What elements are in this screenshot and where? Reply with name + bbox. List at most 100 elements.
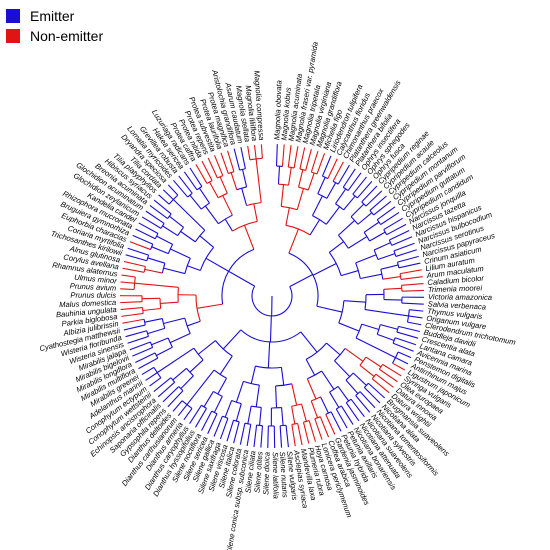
- tree-branch: [127, 247, 149, 256]
- tree-branch: [146, 254, 150, 261]
- tree-branch: [382, 275, 401, 280]
- tree-branch: [167, 337, 173, 348]
- tree-branch: [325, 414, 336, 435]
- tree-branch: [335, 203, 344, 211]
- tip-label: Magnolia kobus: [280, 87, 293, 141]
- tree-branch: [161, 318, 166, 329]
- tree-branch: [401, 282, 424, 286]
- tree-branch: [291, 403, 302, 407]
- tree-branch: [355, 395, 371, 413]
- tree-branch: [269, 315, 272, 342]
- tree-branch: [332, 161, 344, 182]
- tree-branch: [361, 201, 367, 207]
- tree-branch: [145, 372, 158, 381]
- tree-branch: [253, 144, 257, 159]
- tree-branch: [363, 232, 371, 242]
- tree-branch: [138, 222, 159, 234]
- tree-branch: [213, 396, 223, 413]
- tree-branch: [361, 323, 380, 331]
- tree-branch: [230, 172, 238, 190]
- tree-branch: [172, 400, 183, 412]
- tree-branch: [243, 380, 260, 386]
- tree-branch: [393, 250, 397, 257]
- tree-branch: [380, 212, 400, 226]
- tree-branch: [396, 331, 419, 339]
- tree-branch: [214, 155, 224, 176]
- tree-branch: [159, 298, 162, 309]
- tree-branch: [365, 356, 382, 368]
- tree-branch: [187, 265, 201, 271]
- tree-branch: [281, 205, 298, 211]
- tree-branch: [300, 331, 318, 353]
- tree-branch: [161, 263, 166, 274]
- tree-branch: [239, 168, 246, 171]
- tree-branch: [277, 166, 281, 185]
- tree-branch: [183, 408, 193, 421]
- tree-branch: [280, 184, 285, 207]
- tree-branch: [157, 381, 176, 398]
- tree-branch: [307, 370, 323, 380]
- tree-branch: [125, 330, 147, 338]
- tree-branch: [380, 324, 398, 330]
- tree-branch: [335, 188, 347, 205]
- tree-branch: [316, 153, 326, 175]
- tree-branch: [379, 368, 398, 383]
- tree-branch: [386, 223, 407, 236]
- tree-branch: [359, 364, 375, 377]
- tree-branch: [397, 351, 412, 359]
- tree-branch: [287, 145, 292, 168]
- tree-branch: [350, 203, 365, 218]
- tree-branch: [169, 333, 191, 344]
- tree-branch: [167, 184, 179, 196]
- tree-branch: [409, 309, 424, 312]
- tree-branch: [369, 195, 387, 211]
- tree-branch: [122, 267, 145, 273]
- tree-branch: [337, 386, 350, 402]
- tree-branch: [220, 152, 229, 174]
- tree-branch: [120, 307, 143, 311]
- tree-branch: [350, 216, 359, 225]
- tree-branch: [383, 298, 402, 301]
- tree-branch: [275, 144, 278, 167]
- tree-branch: [153, 199, 172, 215]
- legend-item-non-emitter: Non-emitter: [6, 26, 103, 46]
- tree-branch: [383, 217, 403, 231]
- tree-branch: [121, 312, 144, 317]
- tree-branch: [320, 396, 329, 414]
- tree-branch: [120, 301, 143, 304]
- tree-branch: [340, 270, 359, 277]
- tree-branch: [359, 391, 376, 409]
- tree-branch: [299, 168, 306, 171]
- tree-branch: [141, 366, 155, 376]
- tree-branch: [399, 269, 422, 275]
- tip-label: Ulmus minor: [74, 273, 118, 286]
- tree-branch: [317, 193, 328, 199]
- tree-branch: [394, 337, 417, 346]
- tree-branch: [127, 335, 149, 344]
- tree-branch: [330, 411, 342, 432]
- tree-branch: [187, 192, 193, 198]
- tree-branch: [398, 325, 420, 333]
- legend-label-non-emitter: Non-emitter: [30, 28, 104, 44]
- tree-branch: [361, 185, 378, 203]
- tree-branch: [363, 387, 381, 404]
- tree-branch: [368, 382, 386, 399]
- tree-branch: [395, 249, 417, 257]
- tree-branch: [125, 254, 148, 262]
- tree-branch: [253, 425, 258, 447]
- tree-branch: [388, 239, 393, 246]
- tree-branch: [329, 391, 340, 408]
- tree-branch: [219, 176, 228, 194]
- tree-branch: [311, 195, 323, 216]
- tip-label: Magnolia obovata: [272, 80, 283, 140]
- tree-branch: [240, 329, 302, 343]
- tree-branch: [364, 309, 409, 317]
- tree-branch: [121, 274, 136, 278]
- tree-branch: [301, 403, 307, 422]
- tree-branch: [291, 424, 296, 447]
- tree-branch: [189, 194, 202, 210]
- tree-branch: [170, 248, 191, 259]
- tree-branch: [389, 229, 410, 241]
- tree-branch: [369, 231, 386, 242]
